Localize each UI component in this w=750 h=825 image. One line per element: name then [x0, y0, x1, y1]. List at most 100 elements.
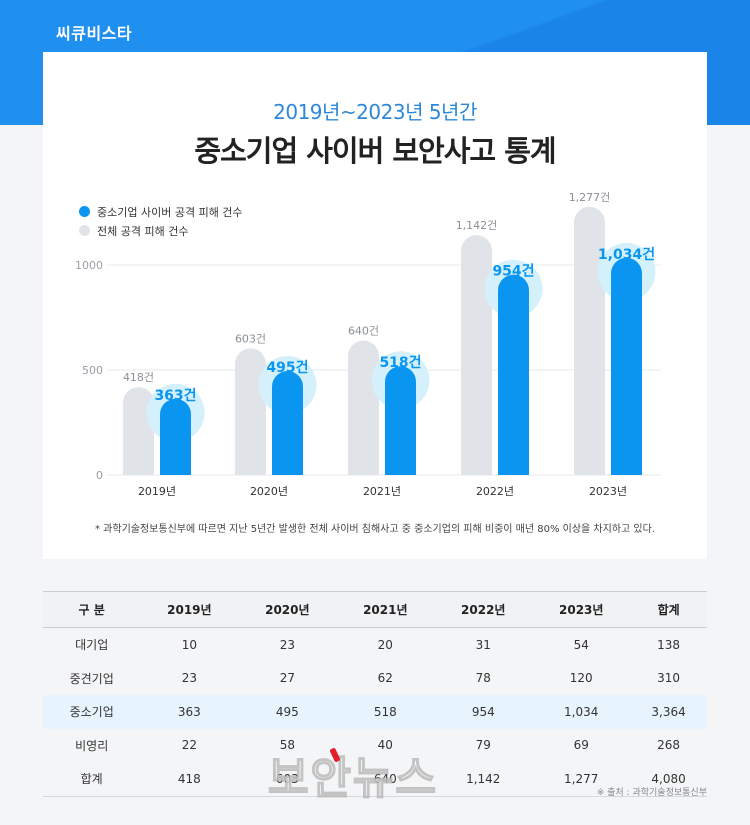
bar-sme-base	[498, 459, 529, 475]
stats-table: 구 분 2019년 2020년 2021년 2022년 2023년 합계 대기업…	[43, 591, 707, 797]
bar-total	[461, 235, 492, 475]
row-label: 대기업	[75, 638, 109, 653]
bar-total	[123, 387, 154, 475]
bar-sme	[385, 366, 416, 475]
table-row: 대기업 10 23 20 31 54 138	[43, 628, 707, 662]
table-cell: 1,277	[532, 762, 631, 797]
legend-swatch-total	[79, 225, 90, 236]
table-cell: 31	[475, 637, 491, 652]
bar-sme	[272, 371, 303, 475]
brand-logo: 씨큐비스타	[56, 24, 133, 43]
table-row: 비영리 22 58 40 79 69 268	[43, 729, 707, 763]
legend-label-sme: 중소기업 사이버 공격 피해 건수	[97, 205, 243, 219]
data-label-total: 603건	[235, 332, 266, 345]
chart-subtitle: 2019년~2023년 5년간	[273, 100, 477, 124]
table-row: 중소기업 363 495 518 954 1,034 3,364	[43, 695, 707, 729]
table-cell: 62	[377, 671, 393, 686]
header-2022: 2022년	[434, 591, 533, 628]
row-label: 합계	[43, 762, 141, 797]
y-tick-label: 0	[96, 469, 103, 482]
table-cell: 954	[434, 695, 533, 729]
x-tick-label: 2020년	[250, 485, 288, 498]
x-tick-label: 2021년	[363, 485, 401, 498]
legend-label-total: 전체 공격 피해 건수	[97, 224, 189, 238]
table-cell: 120	[569, 671, 593, 686]
chart-card: 2019년~2023년 5년간 중소기업 사이버 보안사고 통계 중소기업 사이…	[43, 52, 707, 559]
chart-legend: 중소기업 사이버 공격 피해 건수 전체 공격 피해 건수	[79, 202, 243, 240]
table-cell: 27	[279, 671, 295, 686]
table-cell: 54	[573, 637, 589, 652]
table-cell: 363	[140, 695, 239, 729]
bar-sme	[611, 257, 642, 475]
header-total: 합계	[630, 591, 707, 628]
table-cell: 640	[336, 762, 435, 797]
header-2023: 2023년	[532, 591, 631, 628]
data-label-sme: 1,034건	[598, 246, 655, 263]
table-header-row: 구 분 2019년 2020년 2021년 2022년 2023년 합계	[43, 591, 707, 628]
table-cell: 58	[279, 738, 295, 753]
watermark-text: 보안뉴스	[267, 752, 438, 805]
table-cell: 310	[657, 671, 681, 686]
bar-total	[574, 206, 605, 475]
bar-sme-base	[160, 459, 191, 475]
table-cell: 418	[140, 762, 239, 797]
legend-item-total: 전체 공격 피해 건수	[79, 221, 243, 240]
bar-total-base	[235, 459, 266, 475]
table-cell: 22	[181, 738, 197, 753]
table-cell: 23	[181, 671, 197, 686]
data-label-sme: 363건	[154, 387, 196, 404]
legend-swatch-sme	[79, 206, 90, 217]
data-label-total: 418건	[123, 371, 154, 384]
bar-sme	[498, 274, 529, 475]
data-label-sme: 518건	[379, 354, 421, 371]
bar-sme-base	[385, 459, 416, 475]
table-cell: 603	[238, 762, 337, 797]
table-cell: 518	[336, 695, 435, 729]
header-2020: 2020년	[238, 591, 337, 628]
bar-total	[348, 340, 379, 475]
watermark-logo: 보안뉴스	[267, 742, 438, 806]
x-tick-label: 2023년	[589, 485, 627, 498]
table-cell: 78	[475, 671, 491, 686]
data-label-sme: 495건	[266, 359, 308, 376]
data-label-total: 1,142건	[456, 219, 498, 232]
y-tick-label: 1000	[75, 259, 103, 272]
table-cell: 10	[181, 637, 197, 652]
data-label-total: 1,277건	[569, 191, 611, 204]
legend-item-sme: 중소기업 사이버 공격 피해 건수	[79, 202, 243, 221]
table-cell: 268	[657, 738, 681, 753]
table-cell: 69	[573, 738, 589, 753]
data-label-sme: 954건	[492, 263, 534, 280]
x-tick-label: 2019년	[138, 485, 176, 498]
table-cell: 3,364	[630, 695, 707, 729]
bar-total-base	[461, 459, 492, 475]
table-cell: 79	[475, 738, 491, 753]
bar-total	[235, 348, 266, 475]
row-label: 중소기업	[43, 695, 141, 729]
y-tick-label: 500	[82, 364, 103, 377]
table-cell: 20	[377, 637, 393, 652]
bar-total-base	[348, 459, 379, 475]
table-cell: 4,080	[630, 762, 707, 797]
table-row: 합계 418 603 640 1,142 1,277 4,080	[43, 762, 707, 797]
source-note: ※ 출처 : 과학기술정보통신부	[596, 788, 707, 798]
bar-total-base	[574, 459, 605, 475]
header-2019: 2019년	[140, 591, 239, 628]
table-cell: 138	[657, 637, 681, 652]
bar-sme-base	[611, 459, 642, 475]
bar-sme	[160, 398, 191, 475]
bar-sme-base	[272, 459, 303, 475]
chart-title: 중소기업 사이버 보안사고 통계	[194, 134, 556, 168]
row-label: 비영리	[75, 738, 109, 753]
bar-total-base	[123, 459, 154, 475]
table-cell: 1,034	[532, 695, 631, 729]
table-cell: 23	[279, 637, 295, 652]
table-cell: 1,142	[434, 762, 533, 797]
chart-footnote: * 과학기술정보통신부에 따르면 지난 5년간 발생한 전체 사이버 침해사고 …	[94, 524, 655, 535]
table-cell: 495	[238, 695, 337, 729]
data-label-total: 640건	[348, 325, 379, 338]
x-tick-label: 2022년	[476, 485, 514, 498]
header-category: 구 분	[43, 591, 141, 628]
header-2021: 2021년	[336, 591, 435, 628]
